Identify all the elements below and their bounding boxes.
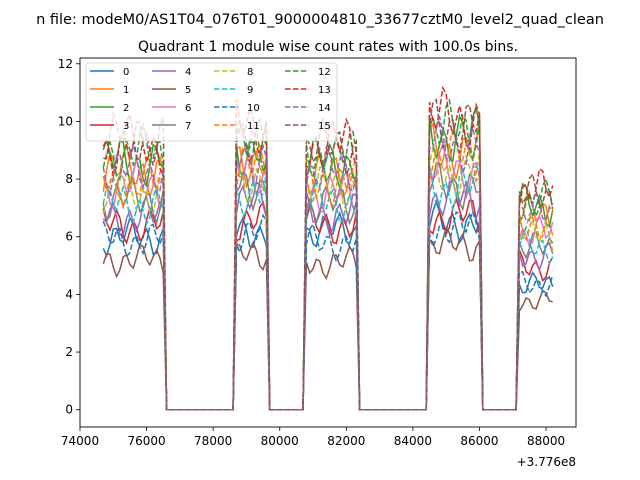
y-axis: 0 2 4 6 8 10 12 <box>58 57 80 417</box>
legend-label-3: 3 <box>123 121 129 132</box>
series-layer <box>102 85 554 411</box>
series-line-5 <box>102 225 553 411</box>
x-tick-label: 84000 <box>394 434 432 448</box>
series-line-10 <box>102 209 554 411</box>
legend-label-5: 5 <box>185 85 191 96</box>
x-axis: 74000 76000 78000 80000 82000 84000 86000 88000 <box>61 427 565 448</box>
legend-label-10: 10 <box>247 103 260 114</box>
legend-label-4: 4 <box>185 67 191 78</box>
legend-label-6: 6 <box>185 103 191 114</box>
y-tick-label: 4 <box>65 287 73 301</box>
legend-label-1: 1 <box>123 85 129 96</box>
series-line-14 <box>102 116 554 411</box>
x-tick-label: 88000 <box>527 434 565 448</box>
series-line-15 <box>103 98 554 411</box>
series-line-7 <box>102 162 554 411</box>
x-tick-label: 74000 <box>61 434 99 448</box>
legend-label-11: 11 <box>247 121 260 132</box>
y-tick-label: 6 <box>65 230 73 244</box>
x-tick-label: 82000 <box>327 434 365 448</box>
x-tick-label: 86000 <box>460 434 498 448</box>
figure-suptitle: n file: modeM0/AS1T04_076T01_9000004810_… <box>36 12 604 28</box>
y-tick-label: 2 <box>65 345 73 359</box>
legend-label-8: 8 <box>247 67 253 78</box>
series-line-9 <box>102 164 554 411</box>
legend-label-9: 9 <box>247 85 253 96</box>
y-tick-label: 8 <box>65 172 73 186</box>
legend-label-2: 2 <box>123 103 129 114</box>
x-tick-label: 80000 <box>261 434 299 448</box>
legend-label-7: 7 <box>185 121 191 132</box>
y-tick-label: 12 <box>58 57 73 71</box>
series-line-3 <box>102 197 554 411</box>
x-tick-label: 76000 <box>127 434 165 448</box>
x-tick-label: 78000 <box>194 434 232 448</box>
legend-frame <box>85 62 338 142</box>
y-tick-label: 10 <box>58 114 73 128</box>
legend-label-13: 13 <box>318 85 331 96</box>
plot-area: 74000 76000 78000 80000 82000 84000 86000 88000… <box>58 57 577 469</box>
legend-label-14: 14 <box>318 103 331 114</box>
y-tick-label: 0 <box>65 403 73 417</box>
chart-title: Quadrant 1 module wise count rates with … <box>138 39 518 55</box>
legend-label-0: 0 <box>123 67 129 78</box>
x-offset-label: +3.776e8 <box>517 455 576 469</box>
legend-label-15: 15 <box>318 121 331 132</box>
legend-label-12: 12 <box>318 67 331 78</box>
axes-frame <box>79 57 577 428</box>
